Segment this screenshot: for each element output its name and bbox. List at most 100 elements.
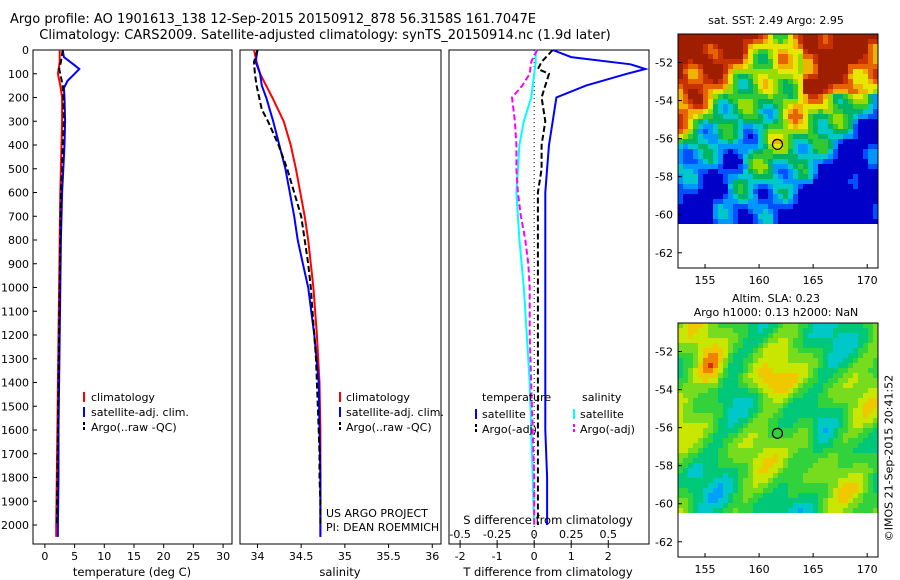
sst-cell [823,169,828,174]
temp-x-tick-label: 30 [216,550,230,563]
sla-cell [853,408,858,413]
sst-cell [873,164,878,169]
sst-cell [683,169,688,174]
figure-title-line1: Argo profile: AO 1901613_138 12-Sep-2015… [10,12,536,27]
sla-cell [758,328,763,333]
sst-cell [773,84,778,89]
sst-cell [818,44,823,49]
sla-cell [788,338,793,343]
sst-cell [823,129,828,134]
sst-cell [803,199,808,204]
sla-cell [858,398,863,403]
sst-cell [843,159,848,164]
sla-cell [708,358,713,363]
sla-cell [783,408,788,413]
sst-cell [723,134,728,139]
map-y-tick-label: -60 [655,498,673,511]
sla-cell [768,378,773,383]
sst-cell [743,64,748,69]
sla-cell [848,453,853,458]
sla-cell [828,503,833,508]
sst-cell [738,79,743,84]
sla-cell [798,328,803,333]
sst-cell [843,64,848,69]
sst-cell [713,84,718,89]
sst-cell [693,184,698,189]
sla-cell [823,463,828,468]
sst-heatmap [678,34,878,224]
sla-cell [853,468,858,473]
sst-cell [818,74,823,79]
sst-cell [748,199,753,204]
sst-cell [873,59,878,64]
sst-cell [718,164,723,169]
sla-cell [703,438,708,443]
sla-cell [693,418,698,423]
sst-cell [738,129,743,134]
sst-cell [748,69,753,74]
sla-cell [808,418,813,423]
sla-cell [773,508,778,513]
sla-cell [818,478,823,483]
sla-cell [723,448,728,453]
sla-cell [753,348,758,353]
sst-cell [848,179,853,184]
sla-cell [808,433,813,438]
sst-cell [678,144,683,149]
sst-cell [703,214,708,219]
sla-cell [823,398,828,403]
sla-cell [818,418,823,423]
sla-cell [728,388,733,393]
sla-cell [848,363,853,368]
sla-cell [683,338,688,343]
sla-cell [773,323,778,328]
sst-cell [818,69,823,74]
sst-cell [718,69,723,74]
sla-cell [793,443,798,448]
sla-cell [868,373,873,378]
sst-cell [788,179,793,184]
sst-cell [703,179,708,184]
sla-cell [803,338,808,343]
sla-cell [743,328,748,333]
sst-cell [698,59,703,64]
sst-cell [858,94,863,99]
sst-cell [753,79,758,84]
sla-cell [843,488,848,493]
sst-cell [848,59,853,64]
sst-cell [748,184,753,189]
sla-cell [803,433,808,438]
sst-cell [683,99,688,104]
sla-cell [808,458,813,463]
sst-cell [793,74,798,79]
sla-cell [863,508,868,513]
sst-cell [718,204,723,209]
sla-cell [738,468,743,473]
sst-cell [698,99,703,104]
sst-cell [798,139,803,144]
sla-cell [833,478,838,483]
sla-cell [733,458,738,463]
sla-cell [818,458,823,463]
sla-cell [703,443,708,448]
sst-cell [758,94,763,99]
sla-cell [708,383,713,388]
sst-cell [788,59,793,64]
sla-cell [798,463,803,468]
sst-cell [853,194,858,199]
sla-cell [733,483,738,488]
sst-cell [743,104,748,109]
depth-tick-label: 1700 [1,448,29,461]
sst-cell [783,49,788,54]
sst-cell [843,129,848,134]
sla-cell [763,348,768,353]
sst-cell [753,89,758,94]
sst-cell [833,44,838,49]
sst-cell [868,104,873,109]
sst-cell [838,59,843,64]
sla-cell [813,338,818,343]
sla-cell [683,388,688,393]
sla-cell [728,473,733,478]
sla-cell [698,353,703,358]
sla-cell [843,373,848,378]
